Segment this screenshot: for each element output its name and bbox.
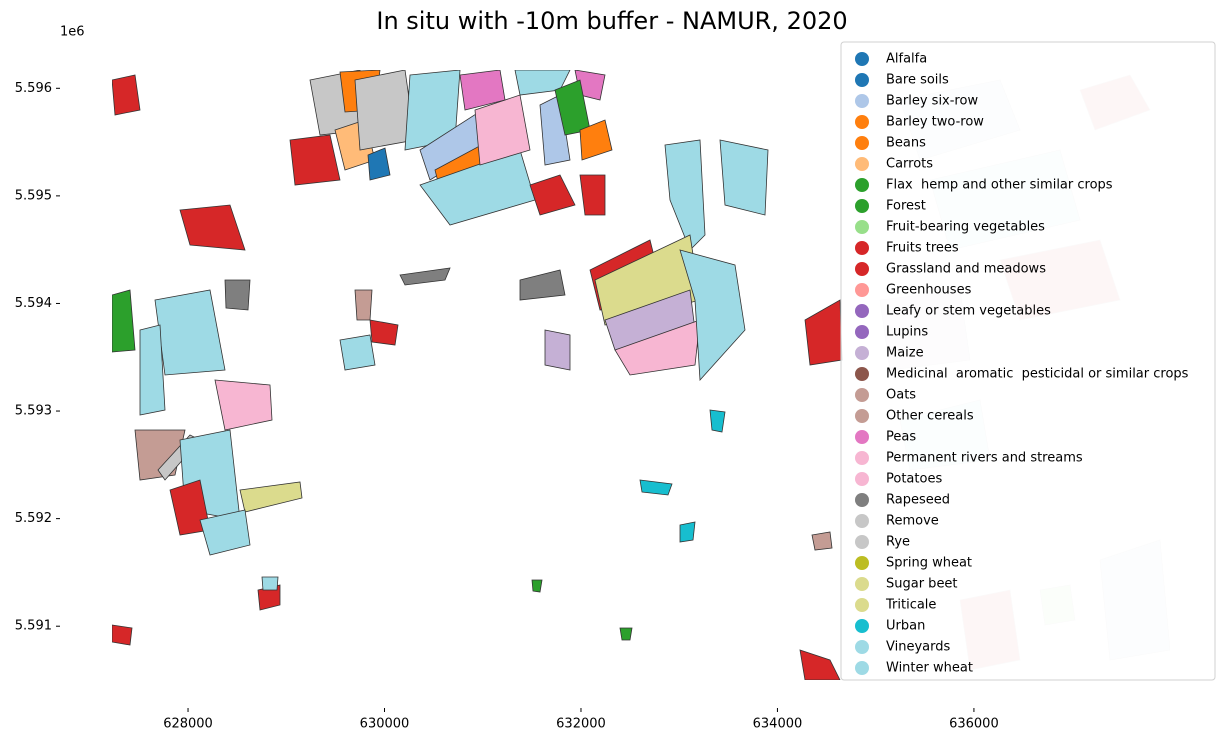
legend-marker [855,556,869,570]
legend-marker [855,115,869,129]
legend-marker [855,388,869,402]
legend-label: Remove [886,514,939,529]
legend-marker [855,514,869,528]
legend-marker [855,661,869,675]
legend-marker [855,409,869,423]
legend-label: Peas [886,430,916,445]
legend-label: Sugar beet [886,577,958,592]
legend-label: Spring wheat [886,556,972,571]
legend-marker [855,640,869,654]
legend-marker [855,52,869,66]
legend-marker [855,94,869,108]
legend-label: Vineyards [886,640,950,655]
legend-marker [855,451,869,465]
legend-marker [855,178,869,192]
legend-label: Oats [886,388,916,403]
x-tick-label: 628000 [163,717,213,732]
legend-label: Beans [886,136,926,151]
legend-label: Other cereals [886,409,974,424]
legend-marker [855,472,869,486]
legend-label: Rapeseed [886,493,950,508]
legend-marker [855,283,869,297]
legend-label: Flax hemp and other similar crops [886,178,1113,193]
legend-label: Barley six-row [886,94,978,109]
legend-label: Greenhouses [886,283,972,298]
x-tick-label: 630000 [360,717,410,732]
legend-label: Rye [886,535,910,550]
x-tick-label: 634000 [753,717,803,732]
legend-label: Medicinal aromatic pesticidal or similar… [886,367,1189,382]
legend-label: Alfalfa [886,52,927,67]
legend-label: Forest [886,199,926,214]
legend-marker [855,346,869,360]
legend-label: Leafy or stem vegetables [886,304,1051,319]
y-tick-label: 5.594 [15,296,52,311]
x-tick-label: 632000 [556,717,606,732]
legend-label: Fruit-bearing vegetables [886,220,1045,235]
legend-box [840,41,1216,681]
legend-label: Lupins [886,325,928,340]
legend-marker [855,220,869,234]
legend-marker [855,619,869,633]
legend-label: Winter wheat [886,661,973,676]
legend-label: Carrots [886,157,933,172]
y-tick-label: 5.592 [15,511,52,526]
legend-marker [855,304,869,318]
y-tick-label: 5.593 [15,404,52,419]
legend-marker [855,157,869,171]
legend-label: Triticale [885,598,936,613]
legend-marker [855,430,869,444]
legend-label: Potatoes [886,472,942,487]
legend-marker [855,598,869,612]
legend-marker [855,493,869,507]
legend-marker [855,199,869,213]
y-tick-label: 5.595 [15,188,52,203]
legend-marker [855,325,869,339]
y-offset-label: 1e6 [60,25,85,40]
legend-label: Fruits trees [886,241,959,256]
legend-marker [855,262,869,276]
legend-marker [855,241,869,255]
legend-label: Grassland and meadows [886,262,1046,277]
y-tick-label: 5.596 [15,81,52,96]
legend-marker [855,577,869,591]
legend-marker [855,73,869,87]
legend-label: Urban [886,619,925,634]
map-title: In situ with -10m buffer - NAMUR, 2020 [376,7,847,35]
y-tick-label: 5.591 [15,619,52,634]
legend-marker [855,535,869,549]
legend-label: Barley two-row [886,115,984,130]
legend-marker [855,367,869,381]
legend-label: Permanent rivers and streams [886,451,1083,466]
legend-label: Bare soils [886,73,949,88]
x-tick-label: 636000 [949,717,999,732]
legend-label: Maize [886,346,924,361]
legend-marker [855,136,869,150]
